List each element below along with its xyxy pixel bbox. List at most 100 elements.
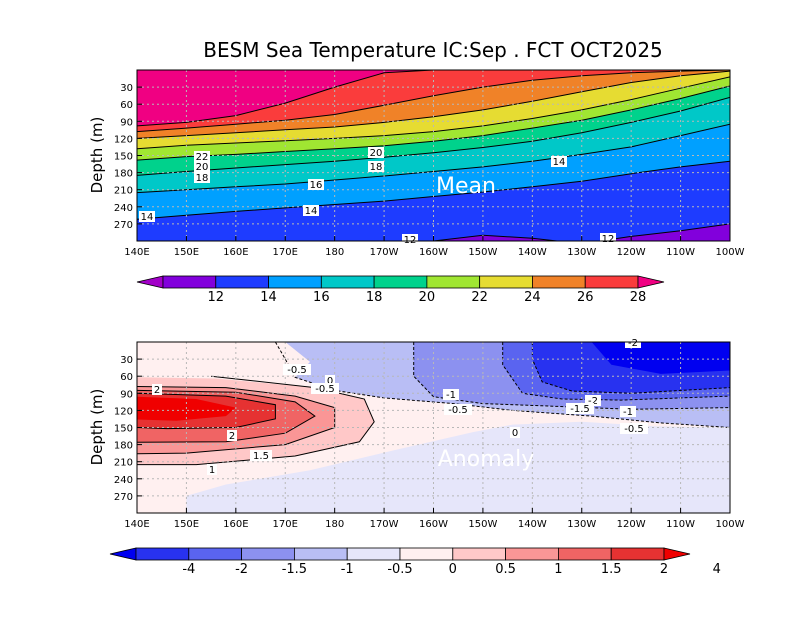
contour-label-box (620, 423, 648, 434)
colorbar-swatch (558, 547, 612, 561)
contour-label: 14 (141, 212, 154, 223)
contour-label: 2 (229, 431, 235, 442)
y-tick-label: 270 (114, 220, 133, 231)
x-tick-label: 100W (716, 247, 745, 258)
colorbar-label: 28 (630, 290, 647, 305)
contour-label-box (194, 161, 210, 172)
anomaly-line-minus-1.5 (502, 342, 730, 401)
anomaly-panel: -2-0.50-0.522-1-0.5-2-1.5 -1-0.51.501 Ano… (88, 337, 745, 530)
y-tick-label: 30 (120, 355, 133, 366)
contour-label: 1 (209, 465, 215, 476)
y-tick-label: 210 (114, 186, 133, 197)
contour-label-box (207, 464, 217, 475)
x-tick-label: 170E (273, 519, 298, 530)
colorbar-swatch (399, 547, 454, 561)
colorbar-label: 16 (313, 290, 330, 305)
colorbar-label: 4 (713, 562, 721, 577)
y-tick-label: 180 (114, 169, 133, 180)
mean-y-axis: 30 60 90 120 150 180 210 240 270 (114, 83, 142, 231)
x-tick-label: 160E (223, 247, 248, 258)
contour-label-box (585, 395, 601, 406)
x-tick-label: 150W (468, 247, 497, 258)
x-tick-label: 110W (666, 519, 695, 530)
contour-label: -1.5 (570, 404, 590, 415)
colorbar-label: 1 (554, 562, 562, 577)
mean-band-below-t12 (433, 223, 730, 241)
contour-label-box (194, 151, 210, 162)
contour-label: 1.5 (253, 451, 269, 462)
x-tick-label: 160E (223, 519, 248, 530)
x-tick-label: 140W (518, 519, 547, 530)
colorbar-swatch (532, 275, 586, 289)
colorbar-label: 0.5 (495, 562, 516, 577)
contour-label: 14 (553, 157, 566, 168)
x-tick-label: 170E (273, 247, 298, 258)
y-tick-label: 180 (114, 441, 133, 452)
anomaly-y-axis-label: Depth (m) (88, 389, 106, 466)
contour-label-box (620, 406, 636, 417)
colorbar-label: 12 (208, 290, 225, 305)
contour-label: 0 (512, 428, 518, 439)
contour-label: 2 (154, 385, 160, 396)
contour-label: -0.5 (315, 384, 335, 395)
colorbar-label: 2 (660, 562, 668, 577)
contour-label: 0 (327, 376, 333, 387)
y-tick-label: 30 (120, 83, 133, 94)
colorbar-label: 0 (449, 562, 457, 577)
x-tick-label: 120W (617, 247, 646, 258)
colorbar-label: 1.5 (601, 562, 622, 577)
colorbar-swatch (268, 275, 322, 289)
x-tick-label: 140E (124, 519, 149, 530)
mean-panel-label: Mean (436, 174, 496, 199)
colorbar-label: 24 (524, 290, 541, 305)
colorbar-swatch (215, 275, 269, 289)
contour-label-box (227, 430, 237, 441)
colorbar-swatch (479, 275, 533, 289)
colorbar-swatch (452, 547, 506, 561)
contour-label: 22 (196, 152, 209, 163)
y-tick-label: 240 (114, 203, 133, 214)
colorbar-label: 18 (366, 290, 383, 305)
contour-label-box (368, 147, 384, 158)
x-tick-label: 140W (518, 247, 547, 258)
contour-label-box (600, 233, 616, 244)
contour-label-box (566, 403, 594, 414)
x-tick-label: 130W (567, 247, 596, 258)
contour-label: -1 (623, 407, 633, 418)
colorbar-swatch (241, 547, 295, 561)
y-tick-label: 240 (114, 475, 133, 486)
colorbar-swatch (293, 547, 348, 561)
anomaly-colorbar: -4 -2 -1.5 -1 -0.5 0 0.5 1 1.5 2 4 (109, 547, 721, 577)
colorbar-low-end (109, 547, 137, 561)
anomaly-y-axis: 30 60 90 120 150 180 210 240 270 (114, 355, 142, 503)
y-tick-label: 150 (114, 424, 133, 435)
colorbar-swatch (320, 275, 375, 289)
contour-label-box (139, 211, 155, 222)
x-tick-label: 160W (419, 247, 448, 258)
contour-label-box (402, 234, 418, 245)
y-tick-label: 270 (114, 492, 133, 503)
colorbar-swatch (426, 275, 481, 289)
x-tick-label: 180 (325, 519, 344, 530)
x-tick-label: 170W (370, 247, 399, 258)
colorbar-swatch (135, 547, 190, 561)
colorbar-low-end (136, 275, 164, 289)
y-tick-label: 210 (114, 458, 133, 469)
colorbar-swatch (373, 275, 428, 289)
contour-label-box (303, 205, 319, 216)
colorbar-label: -1 (341, 562, 354, 577)
x-tick-label: 100W (716, 519, 745, 530)
y-tick-label: 150 (114, 152, 133, 163)
colorbar-swatch (610, 547, 665, 561)
contour-label-box (325, 375, 335, 386)
contour-label-box (250, 450, 272, 461)
anomaly-line-minus-2 (531, 342, 730, 394)
y-tick-label: 90 (120, 117, 133, 128)
y-tick-label: 120 (114, 134, 133, 145)
isotherm-t18 (137, 96, 730, 176)
x-tick-label: 110W (666, 247, 695, 258)
colorbar-label: -1.5 (282, 562, 307, 577)
colorbar-swatch (505, 547, 559, 561)
y-tick-label: 90 (120, 389, 133, 400)
